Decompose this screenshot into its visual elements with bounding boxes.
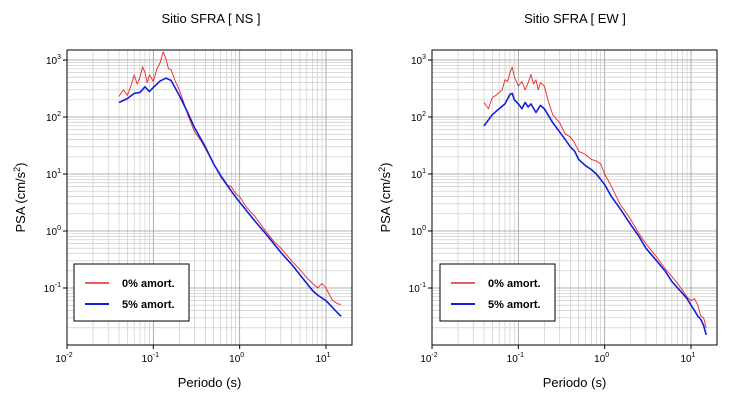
legend-label: 5% amort. bbox=[488, 299, 541, 311]
y-tick-label: 10-1 bbox=[409, 282, 426, 295]
x-tick-label: 100 bbox=[229, 352, 244, 365]
chart-panel-1: 10-2 10-1 100 101 10-1 100 101 102 103 Sitio SFRA… bbox=[12, 11, 353, 390]
legend: 0% amort. 5% amort. bbox=[439, 263, 556, 322]
chart-title: Sitio SFRA [ NS ] bbox=[162, 11, 261, 26]
y-tick-label: 101 bbox=[46, 168, 61, 181]
plot-frame bbox=[431, 49, 718, 346]
legend: 0% amort. 5% amort. bbox=[73, 263, 190, 322]
chart-panel-2: 10-2 10-1 100 101 10-1 100 101 102 103 Sitio SFRA… bbox=[377, 11, 718, 390]
y-tick-label: 102 bbox=[411, 111, 426, 124]
y-tick-label: 10-1 bbox=[44, 282, 61, 295]
legend-label: 0% amort. bbox=[122, 278, 175, 290]
x-tick-label: 10-1 bbox=[507, 352, 524, 365]
series-line-five-damping bbox=[118, 77, 342, 317]
plot-frame bbox=[66, 49, 353, 346]
y-axis-label: PSA (cm/s2) bbox=[377, 162, 393, 232]
series-line-zero-damping bbox=[118, 51, 342, 305]
x-axis-label: Periodo (s) bbox=[543, 375, 607, 390]
legend-label: 5% amort. bbox=[122, 299, 175, 311]
x-tick-label: 10-1 bbox=[142, 352, 159, 365]
legend-box bbox=[439, 263, 556, 322]
legend-label: 0% amort. bbox=[488, 278, 541, 290]
series-line-five-damping bbox=[483, 92, 707, 336]
x-axis-label: Periodo (s) bbox=[178, 375, 242, 390]
legend-box bbox=[73, 263, 190, 322]
y-axis-label: PSA (cm/s2) bbox=[12, 162, 28, 232]
x-tick-label: 101 bbox=[315, 352, 330, 365]
x-tick-label: 101 bbox=[680, 352, 695, 365]
x-tick-label: 10-2 bbox=[420, 352, 437, 365]
y-tick-label: 103 bbox=[411, 54, 426, 67]
series-line-zero-damping bbox=[483, 66, 707, 328]
y-tick-label: 100 bbox=[411, 225, 426, 238]
y-tick-label: 100 bbox=[46, 225, 61, 238]
chart-title: Sitio SFRA [ EW ] bbox=[524, 11, 626, 26]
x-tick-label: 10-2 bbox=[55, 352, 72, 365]
y-tick-label: 103 bbox=[46, 54, 61, 67]
y-tick-label: 102 bbox=[46, 111, 61, 124]
x-tick-label: 100 bbox=[594, 352, 609, 365]
y-tick-label: 101 bbox=[411, 168, 426, 181]
